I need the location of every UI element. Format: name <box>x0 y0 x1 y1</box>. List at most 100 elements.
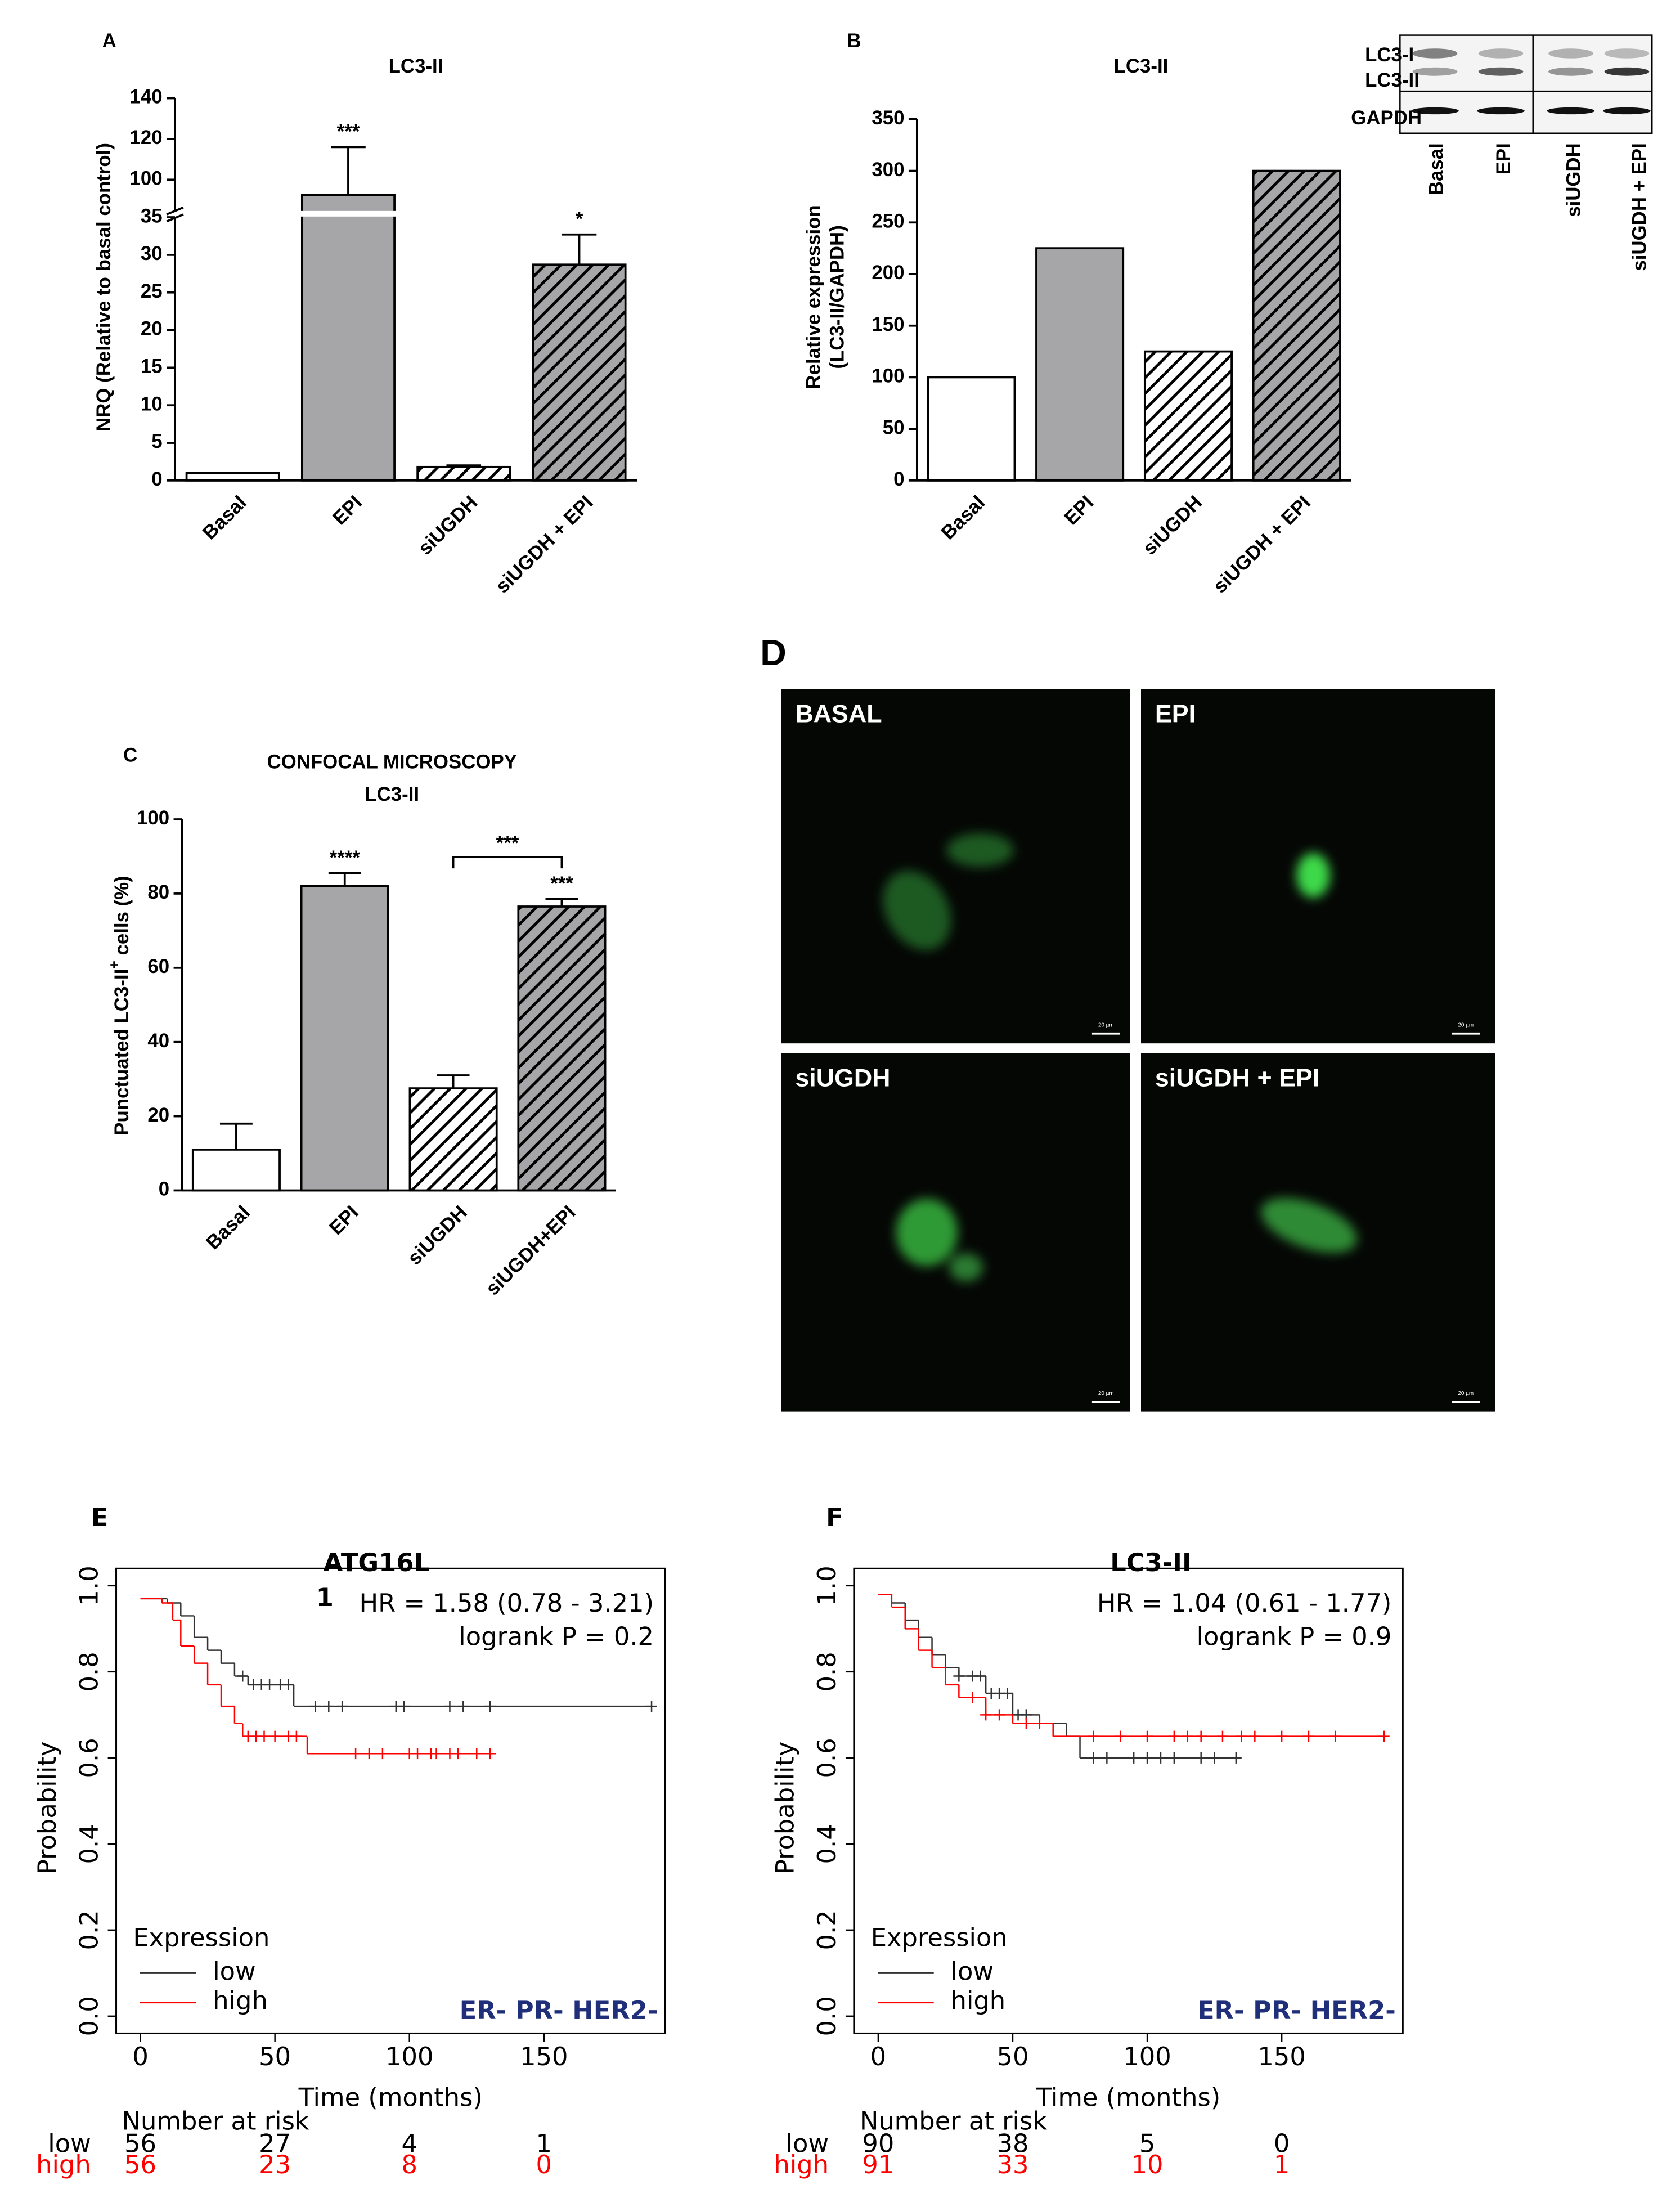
scale-bar-label: 20 µm <box>1458 1390 1474 1397</box>
risk-value: 4 <box>401 2128 417 2158</box>
y-tick-label: 0.2 <box>812 1910 842 1950</box>
x-tick-label: 0 <box>870 2042 886 2071</box>
significance: *** <box>496 832 519 854</box>
bar <box>191 1149 281 1192</box>
error-bar <box>437 1074 470 1089</box>
panel-letter: B <box>847 30 861 52</box>
blot-band <box>1548 67 1593 76</box>
x-tick-label: 150 <box>520 2042 568 2071</box>
bar <box>532 263 627 482</box>
y-axis-label-part: + <box>106 961 122 969</box>
y-tick-label: 0.4 <box>74 1824 104 1864</box>
censor-mark <box>1168 1752 1180 1764</box>
risk-value: 0 <box>536 2150 552 2179</box>
y-axis-label: (LC3-II/GAPDH) <box>826 225 848 369</box>
censor-mark <box>1115 1730 1126 1742</box>
y-tick-label: 0.6 <box>74 1738 104 1778</box>
y-tick-label: 150 <box>872 313 904 335</box>
legend-title: Expression <box>871 1923 1008 1953</box>
censor-mark <box>471 1748 483 1760</box>
significance: *** <box>337 121 360 143</box>
blot-band <box>1548 48 1593 59</box>
blot-band <box>1477 107 1525 115</box>
error-bar <box>562 233 597 265</box>
y-tick-label: 5 <box>151 430 162 452</box>
y-tick-label: 10 <box>141 393 163 415</box>
censor-mark <box>484 1701 496 1712</box>
censor-mark <box>452 1748 464 1760</box>
y-axis-label-part: Punctuated LC3-II <box>111 969 133 1136</box>
censor-mark <box>974 1670 986 1682</box>
censor-mark <box>1182 1730 1193 1742</box>
censor-mark <box>1001 1688 1013 1699</box>
censor-mark <box>444 1701 456 1712</box>
y-tick-label: 0.0 <box>812 1996 842 2036</box>
chart-title: ATG16L <box>324 1547 430 1577</box>
significance: * <box>576 208 583 230</box>
error-bar <box>219 1122 253 1150</box>
stat-annotation: logrank P = 0.9 <box>1197 1622 1392 1652</box>
bar <box>416 465 511 482</box>
bar <box>408 1087 498 1192</box>
y-tick-label: 0.8 <box>812 1652 842 1692</box>
panel: B LC3-II Relative expression (LC3-II/GAPDH)… <box>802 30 1653 598</box>
blot-band-label: LC3-I <box>1365 44 1414 66</box>
risk-title: Number at risk <box>122 2106 309 2136</box>
y-tick-label: 60 <box>147 956 169 977</box>
censor-mark <box>309 1701 321 1712</box>
subtype-label: ER- PR- HER2- <box>1197 1995 1396 2025</box>
censor-mark <box>1168 1730 1180 1742</box>
panel: C CONFOCAL MICROSCOPY LC3-II Punctuated LC3… <box>106 744 616 1300</box>
censor-mark <box>1195 1730 1207 1742</box>
stat-annotation: HR = 1.04 (0.61 - 1.77) <box>1097 1588 1392 1618</box>
y-tick-label: 140 <box>130 86 163 108</box>
x-tick-label: 0 <box>132 2042 148 2071</box>
x-tick-label: siUGDH + EPI <box>491 491 597 597</box>
blot-band-label: GAPDH <box>1351 107 1422 129</box>
y-axis-label-part: cells (%) <box>111 876 133 961</box>
x-tick-label: EPI <box>329 491 366 529</box>
x-tick-label: EPI <box>325 1201 363 1239</box>
censor-mark <box>258 1730 270 1742</box>
legend-label: high <box>951 1986 1006 2016</box>
blot-band <box>1478 67 1524 76</box>
panel: E ATG16L 1 0.0 0.2 0.4 0.6 0.8 1.0 0 50 100 150 Time … <box>32 1502 666 2179</box>
y-tick-label: 20 <box>141 318 163 340</box>
censor-mark <box>994 1709 1005 1721</box>
y-tick-label: 40 <box>147 1030 169 1052</box>
image-label: EPI <box>1155 700 1196 728</box>
censor-mark <box>282 1679 294 1690</box>
blot-band <box>1412 48 1458 59</box>
image-label: siUGDH + EPI <box>1155 1064 1319 1092</box>
censor-mark <box>457 1701 469 1712</box>
risk-value: 33 <box>997 2150 1029 2179</box>
y-axis-label: Relative expression <box>802 205 824 389</box>
censor-mark <box>430 1748 442 1760</box>
panel-letter: E <box>91 1502 109 1532</box>
y-axis-label: NRQ (Relative to basal control) <box>93 143 115 432</box>
y-tick-label: 120 <box>130 127 163 149</box>
chart-title: LC3-II <box>365 783 419 805</box>
x-tick-label: 100 <box>385 2042 433 2071</box>
censor-mark <box>1249 1730 1261 1742</box>
bar <box>1035 247 1125 482</box>
subtype-label: ER- PR- HER2- <box>460 1995 658 2025</box>
censor-mark <box>323 1701 335 1712</box>
y-tick-label: 0.6 <box>812 1738 842 1778</box>
x-tick-label: siUGDH <box>403 1201 471 1270</box>
y-tick-label: 100 <box>130 168 163 190</box>
x-tick-label: EPI <box>1060 491 1098 529</box>
panel-letter: D <box>760 632 787 673</box>
y-tick-label: 15 <box>141 356 163 378</box>
significance: *** <box>550 873 573 895</box>
censor-mark <box>1088 1752 1099 1764</box>
censor-mark <box>1378 1730 1390 1742</box>
censor-mark <box>264 1679 276 1690</box>
blot-band <box>1412 67 1458 76</box>
panel-letter: F <box>826 1502 843 1532</box>
censor-mark <box>953 1670 965 1682</box>
significance: **** <box>330 847 361 869</box>
y-tick-label: 100 <box>872 365 904 387</box>
chart-title: LC3-II <box>389 55 443 77</box>
